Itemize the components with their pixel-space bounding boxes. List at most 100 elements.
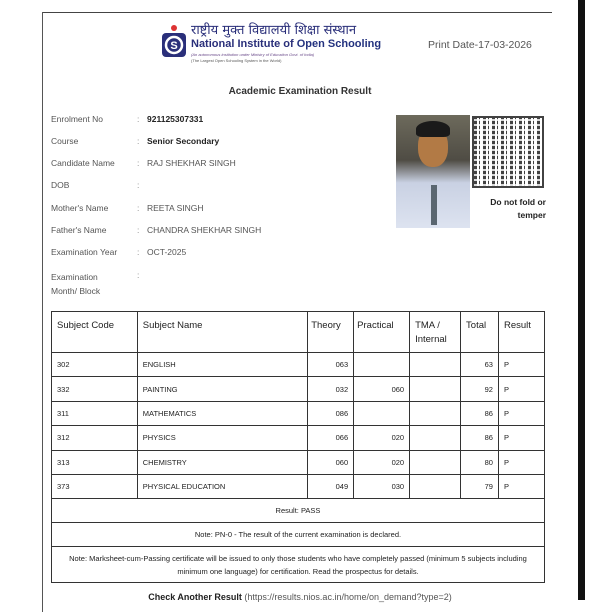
institute-name-part1: National Institute of xyxy=(191,38,297,50)
certificate-note-row: Note: Marksheet-cum-Passing certificate … xyxy=(51,546,545,584)
tma-marks xyxy=(409,351,462,378)
detail-label: Examination Month/ Block xyxy=(51,272,101,296)
page-left-border xyxy=(42,12,43,612)
check-another-result-url[interactable]: (https://results.nios.ac.in/home/on_dema… xyxy=(244,592,452,602)
photo-hair xyxy=(416,121,450,137)
colon: : xyxy=(137,225,140,235)
scrollbar[interactable] xyxy=(578,0,585,600)
tma-marks xyxy=(409,473,462,500)
theory-marks: 049 xyxy=(307,473,355,500)
institute-hindi-name: राष्ट्रीय मुक्त विद्यालयी शिक्षा संस्थान xyxy=(191,23,357,38)
practical-marks xyxy=(353,351,411,378)
result-note: Note: PN-0 - The result of the current e… xyxy=(51,522,545,548)
practical-marks: 020 xyxy=(353,425,411,451)
total-marks: 79 xyxy=(460,473,499,500)
subject-name: MATHEMATICS xyxy=(136,400,309,427)
table-row: 373 PHYSICAL EDUCATION 049 030 79 P xyxy=(51,473,546,500)
practical-marks xyxy=(353,400,411,427)
theory-marks: 060 xyxy=(307,449,355,475)
total-marks: 86 xyxy=(460,400,499,427)
header-total: Total xyxy=(460,311,499,353)
colon: : xyxy=(137,114,140,124)
theory-marks: 032 xyxy=(307,376,355,402)
practical-marks: 060 xyxy=(353,376,411,402)
detail-value: REETA SINGH xyxy=(147,203,204,213)
subject-result: P xyxy=(497,425,546,451)
detail-label: DOB xyxy=(51,180,70,190)
subject-code: 311 xyxy=(51,400,138,427)
header-tma: TMA / Internal xyxy=(409,311,462,353)
subject-code: 312 xyxy=(51,425,138,451)
total-marks: 86 xyxy=(460,425,499,451)
subject-name: PHYSICAL EDUCATION xyxy=(136,473,309,500)
header-practical: Practical xyxy=(353,311,411,353)
subject-result: P xyxy=(497,376,546,402)
colon: : xyxy=(137,136,140,146)
svg-text:S: S xyxy=(170,40,177,52)
overall-result-row: Result: PASS xyxy=(51,498,545,524)
overall-result: Result: PASS xyxy=(51,498,545,524)
tma-marks xyxy=(409,449,462,475)
subject-code: 313 xyxy=(51,449,138,475)
print-date: Print Date-17-03-2026 xyxy=(428,39,532,51)
candidate-photo xyxy=(396,115,470,228)
tma-marks xyxy=(409,425,462,451)
tma-marks xyxy=(409,400,462,427)
fold-notice: Do not fold or temper xyxy=(490,197,546,220)
photo-tie xyxy=(431,185,437,225)
subject-name: CHEMISTRY xyxy=(136,449,309,475)
total-marks: 80 xyxy=(460,449,499,475)
theory-marks: 066 xyxy=(307,425,355,451)
subject-name: PAINTING xyxy=(136,376,309,402)
table-row: 311 MATHEMATICS 086 86 P xyxy=(51,400,546,427)
practical-marks: 020 xyxy=(353,449,411,475)
detail-label: Mother's Name xyxy=(51,203,109,213)
institute-name: National Institute of Open Schooling xyxy=(191,38,381,50)
subject-result: P xyxy=(497,449,546,475)
detail-value: OCT-2025 xyxy=(147,247,187,257)
colon: : xyxy=(137,203,140,213)
detail-value: 921125307331 xyxy=(147,114,204,124)
colon: : xyxy=(137,247,140,257)
subject-name: PHYSICS xyxy=(136,425,309,451)
table-row: 332 PAINTING 032 060 92 P xyxy=(51,376,546,402)
page-top-border xyxy=(42,12,552,13)
detail-label: Father's Name xyxy=(51,225,107,235)
detail-value: Senior Secondary xyxy=(147,136,220,146)
detail-label: Examination Year xyxy=(51,247,118,257)
subject-result: P xyxy=(497,351,546,378)
certificate-note: Note: Marksheet-cum-Passing certificate … xyxy=(51,546,545,584)
colon: : xyxy=(137,270,140,280)
institute-subtitle: (An autonomous institution under Ministr… xyxy=(191,52,315,57)
subject-name: ENGLISH xyxy=(136,351,309,378)
table-row: 302 ENGLISH 063 63 P xyxy=(51,351,546,378)
header-subject-name: Subject Name xyxy=(136,311,309,353)
detail-value: RAJ SHEKHAR SINGH xyxy=(147,158,236,168)
detail-value: CHANDRA SHEKHAR SINGH xyxy=(147,225,262,235)
qr-code xyxy=(472,116,544,188)
header-result: Result xyxy=(497,311,546,353)
tma-marks xyxy=(409,376,462,402)
check-another-result-link[interactable]: Check Another Result xyxy=(148,592,242,602)
total-marks: 92 xyxy=(460,376,499,402)
theory-marks: 063 xyxy=(307,351,355,378)
detail-label: Course xyxy=(51,136,79,146)
subject-result: P xyxy=(497,400,546,427)
table-header: Subject Code Subject Name Theory Practic… xyxy=(51,311,546,353)
table-row: 313 CHEMISTRY 060 020 80 P xyxy=(51,449,546,475)
subject-code: 332 xyxy=(51,376,138,402)
result-note-row: Note: PN-0 - The result of the current e… xyxy=(51,522,545,548)
subject-code: 302 xyxy=(51,351,138,378)
check-another-result[interactable]: Check Another Result (https://results.ni… xyxy=(0,592,600,602)
subject-result: P xyxy=(497,473,546,500)
detail-label: Enrolment No xyxy=(51,114,103,124)
header-theory: Theory xyxy=(307,311,355,353)
subject-code: 373 xyxy=(51,473,138,500)
institute-tagline: (The Largest Open Schooling System in th… xyxy=(191,58,282,63)
practical-marks: 030 xyxy=(353,473,411,500)
table-row: 312 PHYSICS 066 020 86 P xyxy=(51,425,546,451)
header-subject-code: Subject Code xyxy=(51,311,138,353)
colon: : xyxy=(137,180,140,190)
detail-label: Candidate Name xyxy=(51,158,115,168)
colon: : xyxy=(137,158,140,168)
